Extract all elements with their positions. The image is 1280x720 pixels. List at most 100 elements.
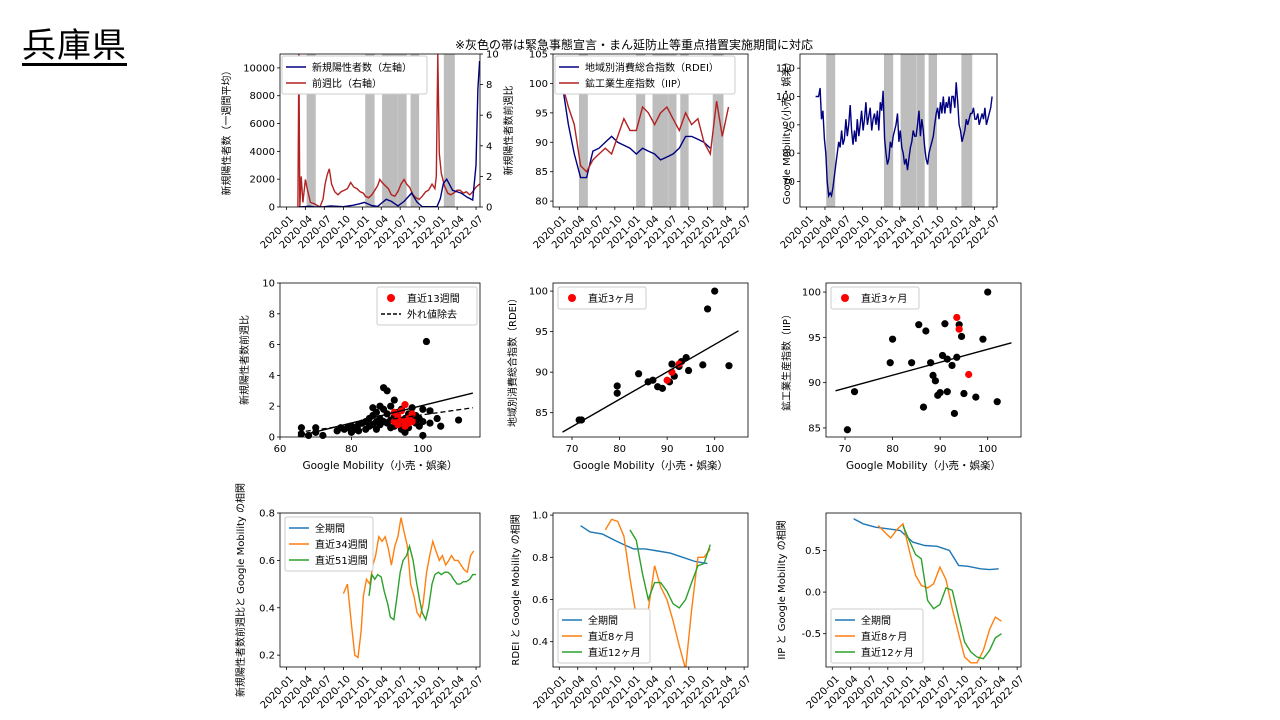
cases-right-ytick-label: 2 xyxy=(486,172,492,183)
corr-iip-legend-label: 直近8ヶ月 xyxy=(861,630,907,643)
scatter-cases-ytick-label: 6 xyxy=(269,340,275,351)
scatter-iip-point xyxy=(908,359,916,367)
corr-rdei-series-0 xyxy=(580,525,708,565)
cases-legend-label: 新規陽性者数（左軸） xyxy=(312,61,412,74)
mobility-gray-band xyxy=(961,54,973,207)
scatter-iip-point xyxy=(888,335,897,343)
scatter-cases-fit-line xyxy=(297,392,474,437)
scatter-iip-point xyxy=(843,426,852,434)
scatter-cases-xtick-label: 80 xyxy=(345,444,358,455)
scatter-cases-ytick-label: 2 xyxy=(269,402,275,413)
cases-right-ytick-label: 6 xyxy=(486,111,492,122)
scatter-rdei-ytick-label: 100 xyxy=(529,287,548,298)
scatter-rdei-point xyxy=(635,370,643,378)
scatter-cases-point xyxy=(426,419,434,427)
scatter-iip-point xyxy=(941,320,949,328)
scatter-iip-point-recent xyxy=(953,313,961,322)
cases-right-ytick-label: 0 xyxy=(486,203,492,214)
scatter-iip-ytick-label: 85 xyxy=(808,423,821,434)
scatter-cases-point xyxy=(369,404,377,412)
corr-iip-series-0 xyxy=(853,518,999,571)
scatter-iip-left-legend-box xyxy=(830,286,920,310)
corr-rdei-ytick-label: 0.6 xyxy=(532,595,548,606)
cases-ylabel: 新規陽性者数（一週間平均） xyxy=(220,66,233,196)
scatter-cases-fit-line-dashed xyxy=(297,407,473,434)
rdei-series-0 xyxy=(561,83,711,179)
scatter-iip-point xyxy=(931,377,939,385)
corr-rdei-legend-label: 全期間 xyxy=(588,614,618,627)
cases-gray-band xyxy=(306,54,316,207)
scatter-rdei-xlabel: Google Mobility（小売・娯楽） xyxy=(573,459,728,472)
rdei-gray-band xyxy=(668,54,677,207)
scatter-iip-left-legend-label: 直近3ヶ月 xyxy=(861,292,907,305)
scatter-iip-point xyxy=(993,398,1001,406)
rdei-legend-label: 鉱工業生産指数（IIP） xyxy=(585,77,687,90)
rdei-ytick-label: 85 xyxy=(535,167,548,178)
scatter-cases-legend-label: 直近13週間 xyxy=(407,292,460,305)
cases-ytick-label: 8000 xyxy=(250,91,275,102)
scatter-cases-point xyxy=(387,402,395,410)
scatter-rdei-xtick-label: 100 xyxy=(705,444,724,455)
scatter-rdei-ylabel: 地域別消費総合指数（RDEI） xyxy=(506,293,519,427)
scatter-iip-point xyxy=(972,393,980,401)
corr-iip-legend-label: 直近12ヶ月 xyxy=(861,646,914,659)
scatter-rdei-left-legend-box xyxy=(557,286,647,310)
scatter-rdei-point xyxy=(725,362,733,370)
scatter-iip-point xyxy=(979,335,987,343)
corr-cases-legend-label: 直近51週間 xyxy=(315,554,368,567)
cases-ytick-label: 10000 xyxy=(243,63,275,74)
cases-ylabel-right: 新規陽性者数前週比 xyxy=(502,86,515,176)
scatter-iip-point xyxy=(950,409,959,418)
scatter-rdei-ytick-label: 85 xyxy=(535,408,548,419)
scatter-cases-point xyxy=(426,407,434,415)
scatter-cases-xlabel: Google Mobility（小売・娯楽） xyxy=(302,459,457,472)
rdei-ytick-label: 80 xyxy=(535,197,548,208)
scatter-cases-point xyxy=(454,416,463,424)
scatter-iip-ytick-label: 90 xyxy=(808,378,821,389)
corr-cases-ylabel: 新規陽性者数前週比と Google Mobility の相関 xyxy=(234,483,247,697)
scatter-iip-point xyxy=(943,388,951,396)
cases-ytick-label: 4000 xyxy=(250,147,275,158)
cases-plot-frame xyxy=(279,53,481,208)
cases-legend-box xyxy=(281,55,428,95)
mobility-plot-frame xyxy=(799,53,998,208)
scatter-cases-legend-label: 外れ値除去 xyxy=(407,308,457,321)
scatter-iip-fit-line xyxy=(835,342,1012,392)
corr-iip-ytick-label: 0.0 xyxy=(805,588,821,599)
scatter-cases-point xyxy=(422,337,431,346)
scatter-cases-point xyxy=(383,387,391,395)
scatter-rdei-point xyxy=(613,382,621,390)
scatter-iip-point xyxy=(922,327,930,335)
scatter-iip-point-recent xyxy=(955,325,963,333)
rdei-ytick-label: 90 xyxy=(535,138,548,149)
scatter-cases-ytick-label: 10 xyxy=(262,279,275,290)
rdei-ytick-label: 100 xyxy=(529,79,548,90)
scatter-cases-point-recent xyxy=(401,401,409,409)
slide-title: 兵庫県 xyxy=(22,26,127,66)
scatter-cases-point-recent xyxy=(408,418,416,426)
corr-iip-series-1 xyxy=(877,522,1002,664)
rdei-gray-band xyxy=(578,54,588,207)
scatter-cases-xtick-label: 100 xyxy=(413,444,432,455)
mobility-ytick-label: 90 xyxy=(782,120,795,131)
corr-rdei-ytick-label: 0.4 xyxy=(532,637,548,648)
cases-gray-band xyxy=(398,54,407,207)
scatter-iip-ytick-label: 95 xyxy=(808,333,821,344)
rdei-gray-band xyxy=(712,54,724,207)
scatter-cases-legend-box xyxy=(376,286,478,326)
cases-series-count xyxy=(298,60,480,207)
scatter-cases-point xyxy=(390,396,398,404)
scatter-iip-point xyxy=(915,321,923,329)
scatter-cases-point-recent xyxy=(408,410,416,418)
corr-rdei-legend-box xyxy=(557,608,651,664)
cases-ytick-label: 0 xyxy=(269,203,275,214)
corr-iip-legend-box xyxy=(830,608,924,664)
scatter-rdei-point xyxy=(711,287,719,295)
scatter-iip-point xyxy=(919,403,928,411)
scatter-cases-point xyxy=(419,418,427,426)
scatter-cases-ytick-label: 4 xyxy=(269,371,275,382)
rdei-plot-frame xyxy=(552,53,749,208)
scatter-iip-ylabel: 鉱工業生産指数（IIP） xyxy=(780,309,793,411)
rdei-legend-box xyxy=(554,55,736,95)
